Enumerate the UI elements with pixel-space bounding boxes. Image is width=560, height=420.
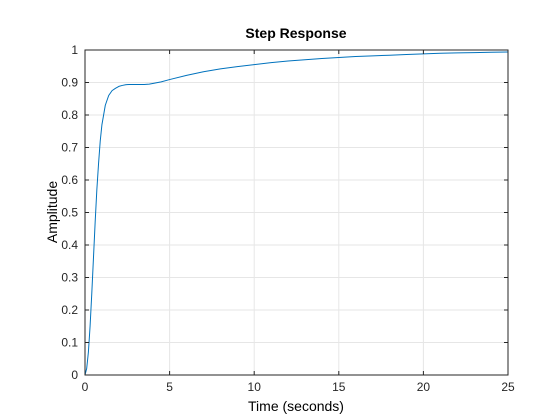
x-tick-labels: 0 5 10 15 20 25 bbox=[82, 380, 515, 394]
x-tick-label: 5 bbox=[166, 380, 173, 394]
y-tick-label: 0.8 bbox=[61, 108, 78, 122]
series-layer bbox=[84, 51, 509, 376]
x-axis-title: Time (seconds) bbox=[248, 398, 344, 414]
x-tick-label: 25 bbox=[501, 380, 515, 394]
y-tick-label: 0.3 bbox=[61, 271, 78, 285]
y-tick-label: 0.1 bbox=[61, 336, 78, 350]
x-tick-label: 0 bbox=[82, 380, 89, 394]
x-tick-label: 15 bbox=[332, 380, 346, 394]
y-tick-label: 1 bbox=[71, 43, 78, 57]
x-tick-label: 10 bbox=[248, 380, 262, 394]
y-tick-label: 0 bbox=[71, 368, 78, 382]
y-tick-label: 0.2 bbox=[61, 303, 78, 317]
x-tick-label: 20 bbox=[417, 380, 431, 394]
y-tick-label: 0.5 bbox=[61, 206, 78, 220]
step-response-line bbox=[84, 51, 509, 376]
chart-title: Step Response bbox=[245, 25, 346, 41]
y-tick-label: 0.4 bbox=[61, 238, 78, 252]
y-tick-label: 0.9 bbox=[61, 76, 78, 90]
y-tick-label: 0.7 bbox=[61, 141, 78, 155]
y-tick-label: 0.6 bbox=[61, 173, 78, 187]
y-axis-title: Amplitude bbox=[44, 181, 60, 243]
y-tick-labels: 0 0.1 0.2 0.3 0.4 0.5 0.6 0.7 0.8 0.9 1 bbox=[61, 43, 78, 382]
tick-marks bbox=[84, 49, 509, 376]
